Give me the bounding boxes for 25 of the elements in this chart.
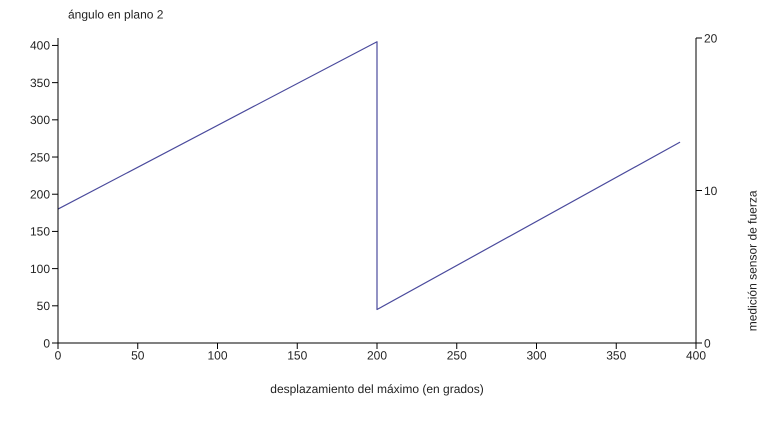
y-tick-label: 300: [30, 113, 50, 128]
x-tick-label: 300: [526, 348, 547, 363]
y-tick-label: 150: [30, 224, 50, 239]
y2-tick-label: 10: [704, 184, 718, 198]
y-tick-label: 50: [36, 299, 50, 314]
x-axis-title: desplazamiento del máximo (en grados): [270, 382, 484, 396]
x-tick-label: 150: [287, 348, 308, 363]
y-tick-label: 100: [30, 262, 50, 276]
y-tick-label: 200: [30, 187, 50, 202]
x-tick-label: 200: [366, 348, 388, 363]
y-tick-label: 250: [30, 150, 50, 164]
y-tick-label: 400: [30, 38, 50, 53]
line-series: [58, 41, 681, 310]
y2-tick-label: 0: [704, 336, 711, 350]
x-tick-label: 350: [606, 348, 627, 363]
y-axis-title: ángulo en plano 2: [68, 8, 164, 22]
y-tick-label: 0: [43, 336, 50, 350]
x-tick-label: 0: [54, 348, 62, 363]
x-tick-label: 100: [207, 348, 228, 363]
y2-tick-label: 20: [704, 31, 718, 46]
x-tick-label: 50: [131, 348, 145, 363]
y-tick-label: 350: [30, 76, 50, 90]
x-tick-label: 400: [686, 348, 706, 363]
y2-axis-title: medición sensor de fuerza: [745, 190, 760, 332]
x-tick-label: 250: [446, 348, 468, 363]
